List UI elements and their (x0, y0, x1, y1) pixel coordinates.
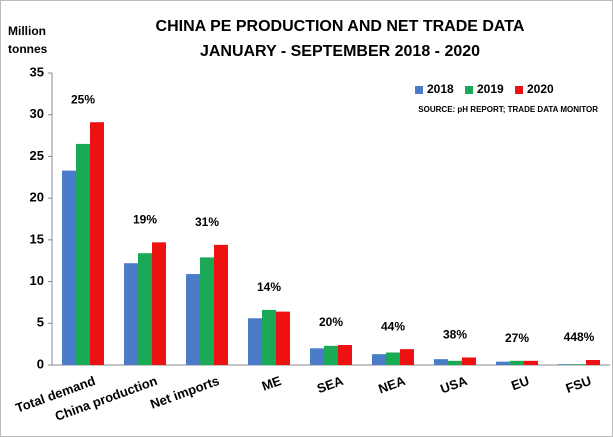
bar (186, 274, 200, 365)
bar (558, 364, 572, 365)
annotation: 448% (564, 330, 595, 344)
bar (434, 359, 448, 365)
bar (496, 361, 510, 365)
legend-swatch (515, 86, 523, 94)
legend-label: 2018 (427, 82, 454, 96)
bar (90, 122, 104, 365)
y-tick-label: 5 (37, 315, 44, 330)
x-tick-label: EU (509, 373, 531, 393)
bar (524, 360, 538, 365)
chart-subtitle: JANUARY - SEPTEMBER 2018 - 2020 (200, 43, 480, 60)
source: SOURCE: pH REPORT; TRADE DATA MONITOR (418, 105, 598, 114)
x-tick-label: FSU (564, 373, 594, 396)
legend-label: 2019 (477, 82, 504, 96)
annotation: 44% (381, 319, 405, 333)
bar (400, 349, 414, 365)
bar (324, 345, 338, 365)
bar (276, 311, 290, 365)
bar (76, 143, 90, 365)
x-tick-label: Net imports (148, 373, 221, 412)
bar (386, 352, 400, 365)
y-tick-label: 0 (37, 356, 44, 371)
bar (214, 244, 228, 365)
y-tick-label: 20 (30, 190, 44, 205)
annotation: 31% (195, 215, 219, 229)
bar (310, 348, 324, 365)
legend-swatch (415, 86, 423, 94)
x-tick-label: SEA (315, 373, 346, 396)
y-tick-label: 35 (30, 64, 44, 79)
bar (572, 364, 586, 365)
annotation: 38% (443, 328, 467, 342)
bar (372, 354, 386, 365)
chart-title: CHINA PE PRODUCTION AND NET TRADE DATA (156, 18, 525, 35)
annotation: 27% (505, 331, 529, 345)
x-tick-label: ME (260, 373, 284, 394)
legend-label: 2020 (527, 82, 554, 96)
annotation: 20% (319, 315, 343, 329)
y-tick-label: 25 (30, 148, 44, 163)
legend-swatch (465, 86, 473, 94)
bar (510, 360, 524, 365)
bar (462, 357, 476, 365)
annotation: 19% (133, 213, 157, 227)
bar (138, 253, 152, 365)
annotation: 14% (257, 280, 281, 294)
bar (586, 359, 600, 365)
y-tick-label: 15 (30, 231, 44, 246)
x-tick-label: USA (438, 373, 469, 397)
bar (248, 318, 262, 365)
annotation: 25% (71, 92, 95, 106)
bar (124, 263, 138, 365)
bar (448, 360, 462, 365)
x-tick-label: NEA (376, 373, 407, 397)
y-tick-label: 10 (30, 273, 44, 288)
bar (62, 170, 76, 365)
bar (338, 344, 352, 365)
y-axis-label: Million tonnes (8, 24, 48, 56)
bar (152, 242, 166, 365)
bar (262, 309, 276, 365)
y-tick-label: 30 (30, 106, 44, 121)
bar (200, 257, 214, 365)
